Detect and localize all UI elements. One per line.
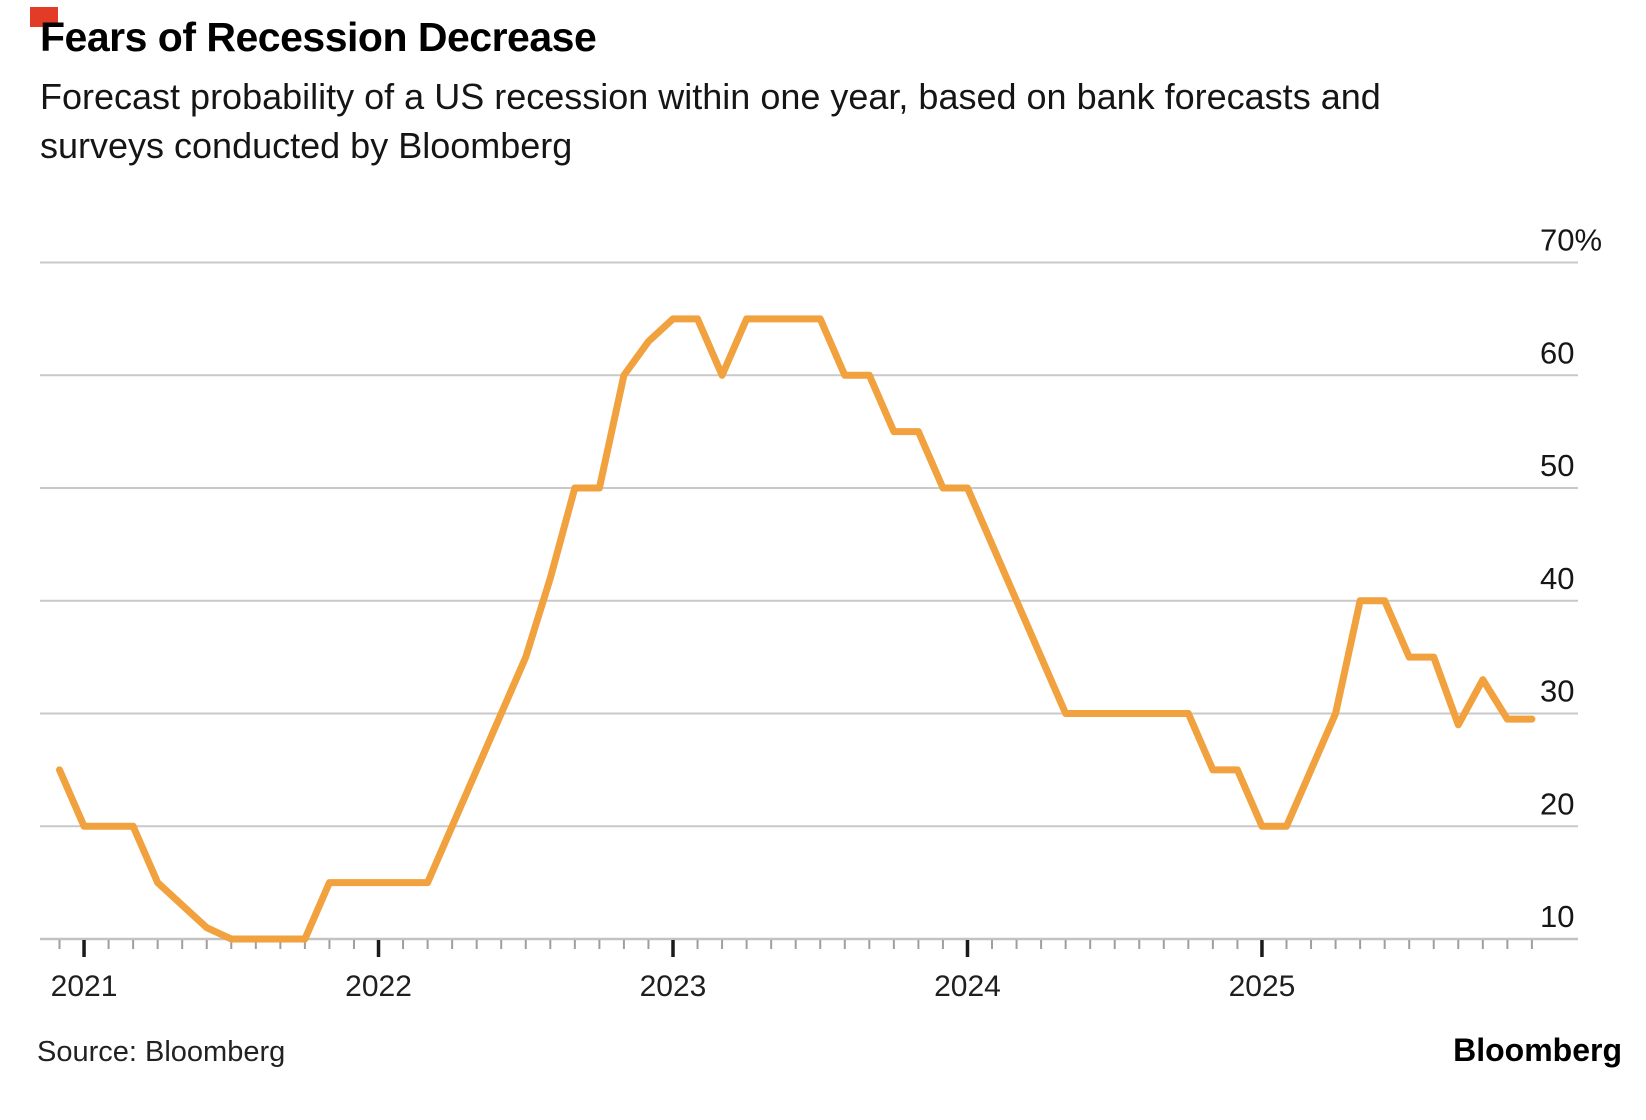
chart-title: Fears of Recession Decrease [40,14,597,60]
y-axis-label: 70% [1540,223,1602,258]
x-axis-label: 2021 [51,970,118,1003]
x-axis-label: 2022 [345,970,412,1003]
chart-subtitle-line1: Forecast probability of a US recession w… [40,76,1381,117]
y-axis-label: 50 [1540,448,1574,483]
recession-probability-line [56,315,1536,943]
bloomberg-logo: Bloomberg [1453,1032,1622,1068]
source-note: Source: Bloomberg [37,1036,286,1068]
x-axis-label: 2025 [1229,970,1296,1003]
chart-subtitle: Forecast probability of a US recession w… [40,72,1381,170]
y-axis-label: 20 [1540,786,1574,821]
y-axis-label: 30 [1540,674,1574,709]
chart-subtitle-line2: surveys conducted by Bloomberg [40,125,573,166]
red-corner-marker [30,7,58,27]
y-axis-label: 10 [1540,899,1574,934]
y-axis-label: 60 [1540,335,1574,370]
x-axis-label: 2024 [934,970,1001,1003]
x-axis-label: 2023 [640,970,707,1003]
y-axis-label: 40 [1540,561,1574,596]
